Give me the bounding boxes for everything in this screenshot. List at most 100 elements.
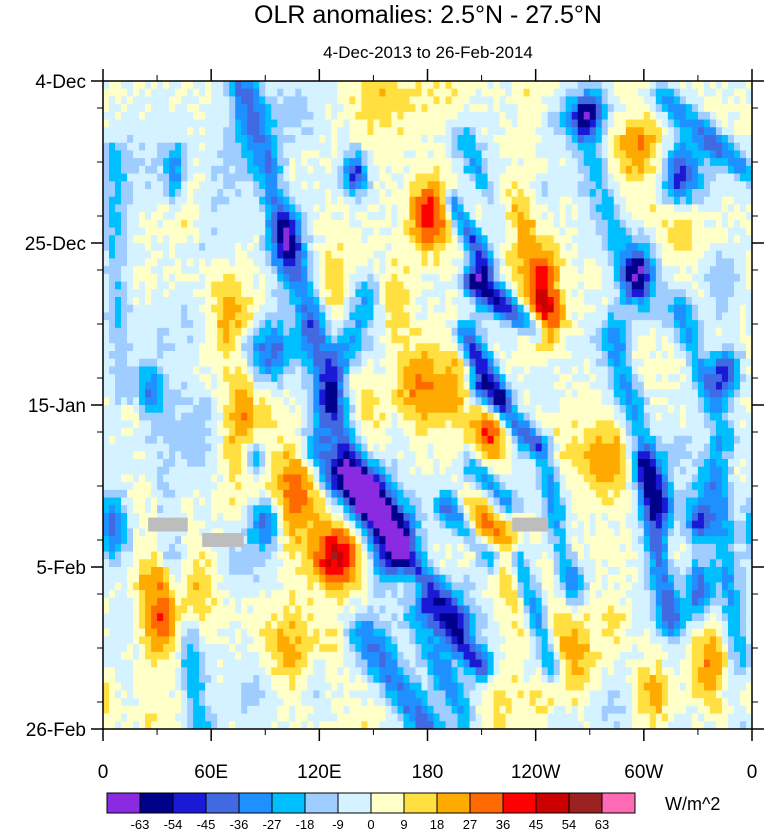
field-cell bbox=[733, 196, 741, 206]
field-cell bbox=[109, 327, 116, 337]
field-cell bbox=[721, 158, 729, 167]
field-cell bbox=[673, 327, 681, 337]
field-cell bbox=[151, 181, 158, 190]
field-cell bbox=[187, 88, 194, 98]
field-cell bbox=[313, 165, 320, 175]
field-cell bbox=[709, 111, 717, 121]
field-cell bbox=[217, 420, 224, 429]
field-cell bbox=[223, 351, 230, 360]
field-cell bbox=[205, 327, 212, 337]
field-cell bbox=[115, 258, 122, 267]
field-cell bbox=[169, 88, 176, 98]
field-cell bbox=[391, 335, 399, 344]
field-cell bbox=[445, 235, 453, 244]
field-cell bbox=[247, 204, 254, 213]
field-cell bbox=[151, 289, 158, 298]
field-cell bbox=[367, 142, 375, 152]
field-cell bbox=[277, 266, 284, 275]
field-cell bbox=[133, 428, 140, 437]
field-cell bbox=[157, 158, 164, 167]
field-cell bbox=[619, 189, 627, 198]
field-cell bbox=[217, 358, 224, 368]
field-cell bbox=[565, 343, 573, 352]
field-cell bbox=[685, 104, 693, 113]
field-cell bbox=[619, 389, 627, 398]
field-cell bbox=[697, 119, 705, 128]
field-cell bbox=[631, 397, 639, 406]
field-cell bbox=[151, 165, 158, 175]
field-cell bbox=[469, 420, 477, 429]
field-cell bbox=[223, 189, 230, 198]
field-cell bbox=[127, 212, 134, 221]
field-cell bbox=[529, 297, 537, 306]
field-cell bbox=[115, 235, 122, 244]
field-cell bbox=[715, 289, 723, 298]
field-cell bbox=[535, 111, 543, 121]
field-cell bbox=[343, 204, 350, 213]
field-cell bbox=[511, 327, 519, 337]
field-cell bbox=[235, 297, 242, 306]
field-cell bbox=[145, 150, 152, 159]
field-cell bbox=[193, 405, 200, 414]
field-cell bbox=[505, 111, 513, 121]
field-cell bbox=[199, 397, 206, 406]
field-cell bbox=[157, 389, 164, 398]
field-cell bbox=[697, 289, 705, 298]
field-cell bbox=[313, 420, 320, 429]
field-cell bbox=[583, 243, 591, 252]
field-cell bbox=[121, 235, 128, 244]
field-cell bbox=[259, 219, 266, 229]
field-cell bbox=[613, 135, 621, 144]
field-cell bbox=[679, 196, 687, 206]
field-cell bbox=[685, 219, 693, 229]
field-cell bbox=[649, 158, 657, 167]
field-cell bbox=[151, 219, 158, 229]
field-cell bbox=[313, 273, 320, 283]
field-cell bbox=[193, 127, 200, 136]
field-cell bbox=[307, 81, 314, 90]
field-cell bbox=[697, 219, 705, 229]
field-cell bbox=[631, 405, 639, 414]
field-cell bbox=[361, 258, 369, 267]
field-cell bbox=[127, 266, 134, 275]
field-cell bbox=[601, 281, 609, 290]
field-cell bbox=[205, 412, 212, 422]
field-cell bbox=[703, 366, 711, 375]
field-cell bbox=[337, 320, 344, 329]
field-cell bbox=[421, 219, 429, 229]
field-cell bbox=[433, 181, 441, 190]
field-cell bbox=[127, 412, 134, 422]
field-cell bbox=[511, 219, 519, 229]
field-cell bbox=[253, 381, 260, 391]
field-cell bbox=[421, 343, 429, 352]
field-cell bbox=[691, 389, 699, 398]
field-cell bbox=[283, 158, 290, 167]
field-cell bbox=[271, 304, 278, 314]
field-cell bbox=[613, 258, 621, 267]
field-cell bbox=[697, 88, 705, 98]
field-cell bbox=[517, 135, 525, 144]
field-cell bbox=[403, 412, 411, 422]
field-cell bbox=[481, 243, 489, 252]
field-cell bbox=[235, 428, 242, 437]
field-cell bbox=[445, 266, 453, 275]
field-cell bbox=[121, 428, 128, 437]
field-cell bbox=[583, 320, 591, 329]
field-cell bbox=[547, 281, 555, 290]
field-cell bbox=[277, 227, 284, 236]
field-cell bbox=[175, 435, 182, 445]
field-cell bbox=[115, 343, 122, 352]
field-cell bbox=[115, 119, 122, 128]
field-cell bbox=[319, 389, 326, 398]
field-cell bbox=[241, 428, 248, 437]
field-cell bbox=[355, 412, 362, 422]
field-cell bbox=[469, 104, 477, 113]
field-cell bbox=[295, 258, 302, 267]
field-cell bbox=[493, 111, 501, 121]
field-cell bbox=[133, 335, 140, 344]
field-cell bbox=[565, 289, 573, 298]
field-cell bbox=[217, 366, 224, 375]
field-cell bbox=[211, 250, 218, 260]
field-cell bbox=[391, 196, 399, 206]
